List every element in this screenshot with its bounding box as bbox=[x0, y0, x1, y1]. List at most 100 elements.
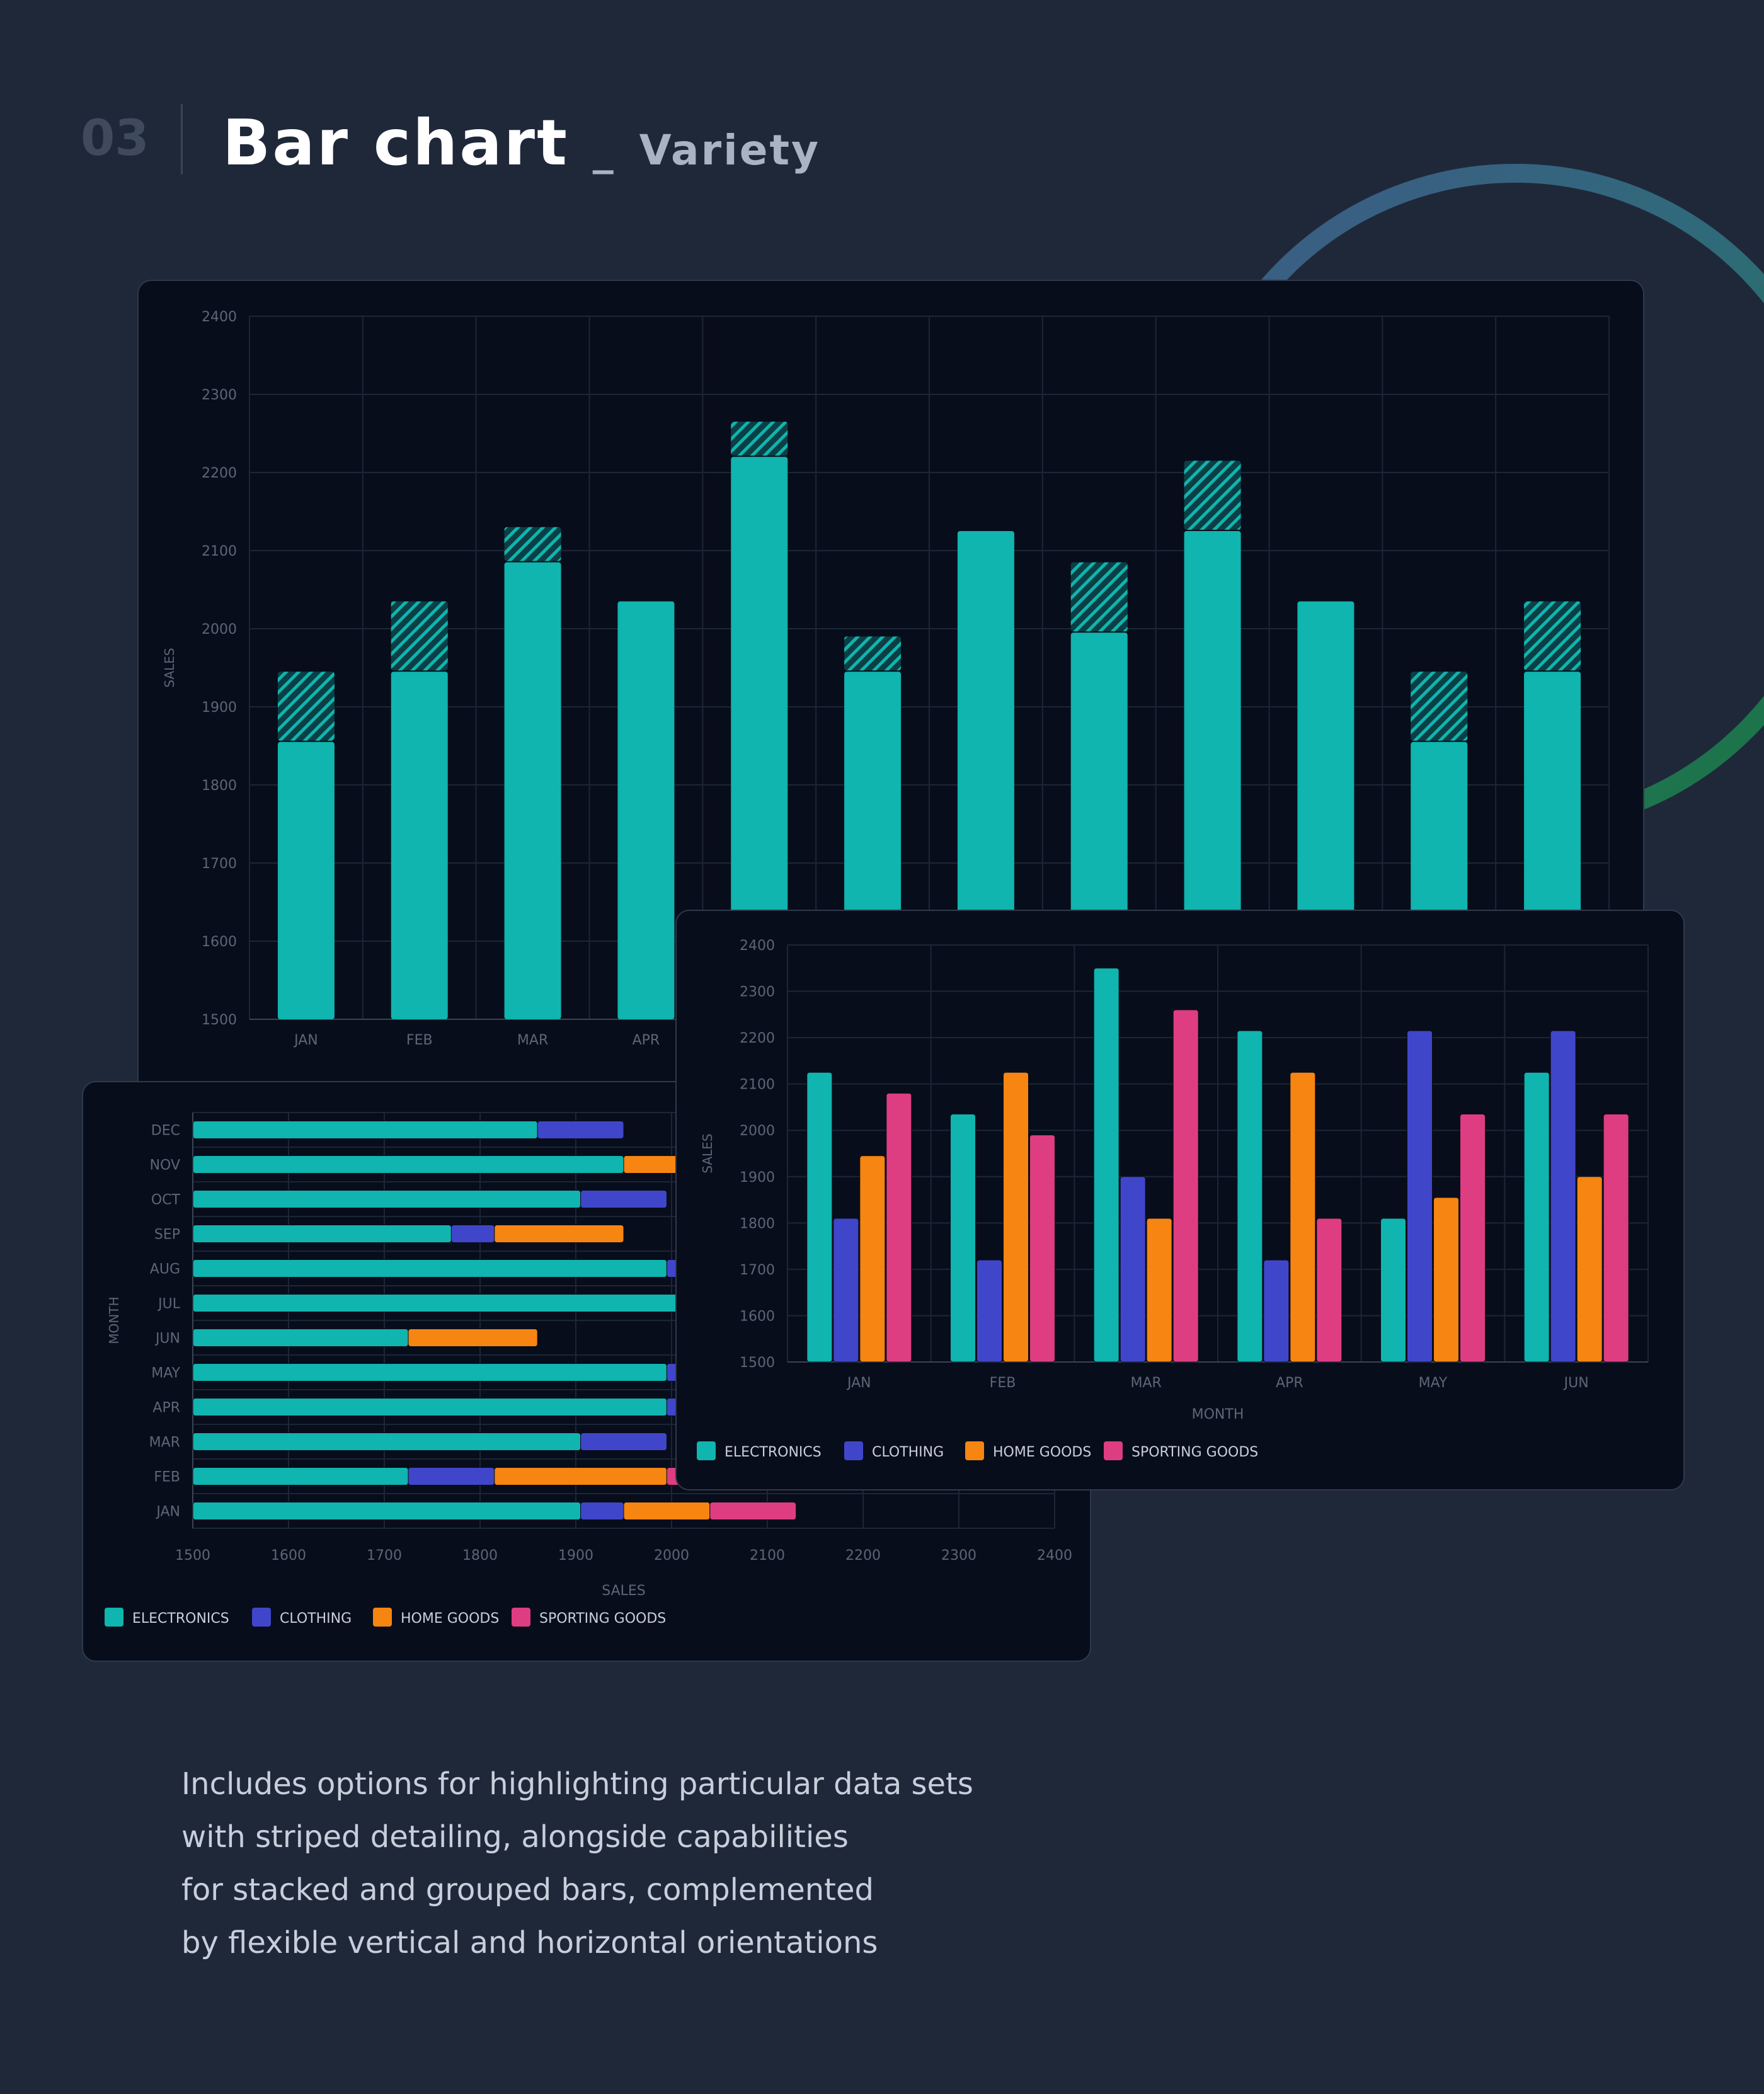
y-tick-label: 2400 bbox=[740, 938, 775, 954]
bar-segment bbox=[192, 1329, 409, 1347]
bar bbox=[1003, 1072, 1029, 1363]
legend-label: HOME GOODS bbox=[401, 1611, 499, 1627]
bar bbox=[504, 562, 561, 1019]
x-tick-label: APR bbox=[633, 1033, 660, 1048]
y-tick-label: MAR bbox=[149, 1435, 180, 1451]
y-tick-label: 1700 bbox=[202, 856, 237, 872]
bar-segment bbox=[537, 1121, 624, 1139]
bar bbox=[1550, 1030, 1576, 1363]
bar bbox=[1407, 1030, 1433, 1363]
y-tick-label: FEB bbox=[154, 1470, 180, 1485]
bar-highlight bbox=[1070, 562, 1128, 632]
y-tick-label: 1900 bbox=[202, 700, 237, 716]
y-tick-label: MAY bbox=[151, 1366, 180, 1382]
bar-segment bbox=[192, 1363, 667, 1382]
bar bbox=[1093, 968, 1120, 1363]
legend-swatch bbox=[252, 1608, 271, 1627]
x-tick-label: 1900 bbox=[558, 1548, 593, 1564]
bar-segment bbox=[580, 1190, 667, 1208]
bar bbox=[617, 601, 675, 1019]
bar-highlight bbox=[1411, 672, 1468, 741]
y-tick-label: 2300 bbox=[740, 985, 775, 1000]
y-tick-label: 1600 bbox=[202, 934, 237, 950]
x-axis-title: MONTH bbox=[1192, 1407, 1244, 1422]
bar bbox=[1460, 1113, 1486, 1363]
x-tick-label: 1500 bbox=[175, 1548, 210, 1564]
bar-highlight bbox=[1184, 461, 1241, 530]
y-tick-label: OCT bbox=[151, 1193, 181, 1208]
bar bbox=[976, 1259, 1002, 1363]
legend-label: SPORTING GOODS bbox=[1131, 1445, 1258, 1460]
bar bbox=[1146, 1218, 1172, 1363]
bar-segment bbox=[192, 1225, 452, 1243]
x-tick-label: APR bbox=[1276, 1375, 1303, 1391]
page-subtitle: Variety bbox=[639, 126, 821, 174]
bar-segment bbox=[408, 1329, 538, 1347]
bar-highlight bbox=[504, 527, 561, 561]
legend-swatch bbox=[105, 1608, 123, 1627]
x-tick-label: MAR bbox=[1131, 1375, 1162, 1391]
y-tick-label: SEP bbox=[154, 1227, 180, 1243]
bar-segment bbox=[450, 1225, 495, 1243]
description: Includes options for highlighting partic… bbox=[181, 1758, 1315, 1969]
legend-label: CLOTHING bbox=[872, 1445, 944, 1460]
x-tick-label: FEB bbox=[990, 1375, 1016, 1391]
bar bbox=[1433, 1197, 1459, 1363]
legend-label: HOME GOODS bbox=[993, 1445, 1091, 1460]
legend-label: CLOTHING bbox=[280, 1611, 352, 1627]
bar bbox=[859, 1155, 886, 1363]
legend-swatch bbox=[965, 1441, 984, 1460]
y-axis-title: SALES bbox=[162, 648, 177, 687]
x-tick-label: 1700 bbox=[367, 1548, 402, 1564]
x-tick-label: 2400 bbox=[1037, 1548, 1072, 1564]
bar-segment bbox=[192, 1502, 581, 1520]
y-tick-label: DEC bbox=[151, 1123, 180, 1139]
legend-swatch bbox=[844, 1441, 863, 1460]
bar bbox=[277, 741, 335, 1019]
title-text: Bar chart bbox=[222, 106, 569, 180]
y-axis-title: MONTH bbox=[106, 1296, 122, 1344]
x-tick-label: 1800 bbox=[462, 1548, 498, 1564]
bar bbox=[1120, 1176, 1146, 1363]
y-tick-label: 2200 bbox=[202, 466, 237, 481]
y-tick-label: 1800 bbox=[740, 1216, 775, 1232]
x-axis-title: SALES bbox=[602, 1583, 646, 1599]
bar bbox=[1290, 1072, 1316, 1363]
y-tick-label: 2300 bbox=[202, 387, 237, 403]
bar-segment bbox=[192, 1433, 581, 1451]
y-tick-label: NOV bbox=[150, 1158, 180, 1174]
y-tick-label: 1800 bbox=[202, 778, 237, 794]
grouped-bar-chart-card: 1500 1600 1700 1800 1900 2000 2100 2200 2300 2400… bbox=[675, 910, 1685, 1490]
y-tick-label: 1900 bbox=[740, 1170, 775, 1186]
header-divider bbox=[181, 104, 183, 174]
bar bbox=[1263, 1259, 1290, 1363]
bar bbox=[1237, 1030, 1263, 1363]
bar-highlight bbox=[1524, 601, 1581, 671]
bar bbox=[391, 672, 448, 1019]
description-line: Includes options for highlighting partic… bbox=[181, 1766, 973, 1802]
y-tick-label: 1500 bbox=[202, 1012, 237, 1028]
description-line: with striped detailing, alongside capabi… bbox=[181, 1819, 849, 1855]
bar bbox=[731, 457, 788, 1019]
bar-segment bbox=[494, 1225, 624, 1243]
legend-swatch bbox=[373, 1608, 392, 1627]
bar bbox=[1380, 1218, 1406, 1363]
bar bbox=[806, 1072, 833, 1363]
legend-swatch bbox=[697, 1441, 716, 1460]
section-number: 03 bbox=[81, 110, 149, 167]
y-tick-label: 1700 bbox=[740, 1262, 775, 1278]
title-separator: _ bbox=[592, 126, 616, 174]
bar-highlight bbox=[844, 636, 902, 671]
bar-highlight bbox=[391, 601, 448, 671]
y-tick-label: 2100 bbox=[740, 1077, 775, 1093]
page-title: Bar chart _ Variety bbox=[222, 106, 820, 180]
bar-segment bbox=[580, 1433, 667, 1451]
grouped-bar-chart: 1500 1600 1700 1800 1900 2000 2100 2200 2300 2400… bbox=[697, 938, 1649, 1460]
legend-label: ELECTRONICS bbox=[132, 1611, 229, 1627]
legend-swatch bbox=[1104, 1441, 1123, 1460]
bar bbox=[833, 1218, 859, 1363]
bar-segment bbox=[580, 1502, 624, 1520]
page-header: 03 Bar chart _ Variety bbox=[0, 0, 1764, 252]
legend-label: SPORTING GOODS bbox=[539, 1611, 666, 1627]
bar bbox=[1316, 1218, 1343, 1363]
